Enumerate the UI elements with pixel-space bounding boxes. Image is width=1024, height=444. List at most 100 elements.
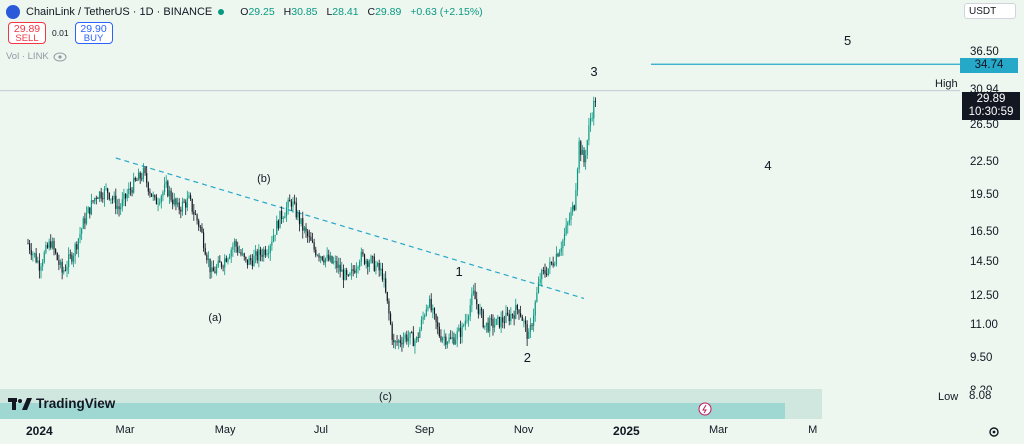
buy-label: BUY (83, 33, 104, 44)
candle-body (492, 318, 494, 328)
candle-body (320, 256, 322, 258)
candle-body (350, 269, 353, 274)
candle-body (268, 253, 270, 254)
candle-body (227, 258, 229, 262)
wave-label[interactable]: 3 (590, 64, 598, 80)
candle-body (256, 251, 258, 261)
candle-body (172, 199, 174, 205)
candle-body (272, 235, 275, 242)
candle-body (547, 268, 549, 276)
candle-body (394, 341, 397, 343)
wave-label[interactable]: 1 (455, 264, 463, 280)
candle-body (279, 210, 281, 229)
candle-body (302, 218, 304, 231)
candle-body (66, 266, 68, 271)
candle-body (53, 241, 55, 250)
candle-body (170, 190, 172, 200)
candle-body (474, 290, 476, 300)
candle-body (407, 337, 410, 342)
candle-body (485, 322, 488, 326)
candle-body (118, 206, 120, 210)
candle-body (100, 191, 102, 199)
candle-body (149, 191, 151, 194)
volume-indicator[interactable]: Vol · LINK (6, 51, 67, 62)
candle-body (155, 197, 158, 205)
candle-body (555, 253, 557, 265)
level-price-label: 34.74 (960, 58, 1018, 73)
candle-body (443, 336, 445, 339)
wave-label[interactable]: 5 (844, 32, 852, 48)
candle-body (463, 325, 465, 327)
candle-body (515, 305, 517, 319)
candle-body (367, 260, 369, 267)
tradingview-logo[interactable]: TradingView (8, 396, 115, 411)
candle-body (454, 339, 457, 345)
candle-body (446, 342, 449, 345)
candle-body (313, 242, 315, 250)
candle-body (121, 199, 123, 208)
candle-body (495, 318, 497, 325)
wave-label[interactable]: 4 (764, 158, 772, 174)
candle-body (451, 337, 453, 339)
candle-body (472, 290, 475, 294)
wave-label[interactable]: (b) (257, 172, 271, 185)
candle-body (307, 231, 309, 237)
candle-body (89, 207, 91, 215)
eye-icon[interactable] (53, 52, 67, 62)
candle-body (94, 198, 96, 202)
wave-label[interactable]: 2 (523, 349, 531, 365)
candle-body (388, 301, 390, 314)
high-label: High (935, 78, 958, 90)
currency-select[interactable]: USDT (964, 3, 1016, 19)
candle-body (537, 282, 540, 293)
candle-body (437, 322, 439, 327)
candle-body (84, 218, 86, 224)
brand-name: TradingView (36, 396, 116, 411)
event-icon[interactable] (698, 402, 712, 416)
buy-button[interactable]: 29.90 BUY (74, 22, 113, 44)
candle-body (276, 220, 278, 235)
candle-body (250, 258, 252, 261)
candle-body (64, 270, 66, 272)
candle-body (58, 260, 60, 265)
trendline[interactable] (115, 157, 585, 300)
candle-body (220, 262, 223, 267)
candle-body (557, 253, 559, 257)
symbol-title[interactable]: ChainLink / TetherUS · 1D · BINANCE (26, 6, 213, 18)
candle-body (188, 195, 190, 199)
candle-body (573, 205, 575, 210)
wave-label[interactable]: (a) (208, 311, 222, 324)
candle-body (240, 252, 242, 255)
candle-body (50, 241, 52, 248)
candle-body (194, 214, 197, 216)
candle-body (168, 190, 171, 197)
candle-body (225, 258, 227, 262)
candle-body (365, 260, 367, 264)
candle-body (137, 172, 140, 181)
candle-body (77, 238, 79, 250)
candle-body (549, 261, 551, 269)
candle-body (284, 216, 286, 219)
timeline-footer (0, 389, 822, 419)
candle-body (550, 261, 553, 264)
candle-body (282, 218, 284, 219)
spread-value: 0.01 (52, 28, 69, 38)
low-label: L (326, 6, 333, 18)
candle-body (82, 218, 84, 229)
candle-body (476, 299, 478, 305)
sell-button[interactable]: 29.89 SELL (8, 22, 46, 44)
candle-body (116, 206, 119, 209)
candle-body (32, 253, 34, 256)
candle-body (189, 195, 192, 199)
candle-body (477, 304, 479, 314)
candle-body (126, 194, 128, 199)
wave-label[interactable]: (c) (379, 391, 392, 404)
candles (27, 96, 597, 354)
candle-body (576, 169, 579, 190)
gear-icon[interactable] (988, 426, 1000, 438)
candle-body (232, 246, 234, 250)
candle-body (352, 269, 354, 271)
high-label: H (283, 6, 292, 18)
candle-body (372, 256, 374, 258)
